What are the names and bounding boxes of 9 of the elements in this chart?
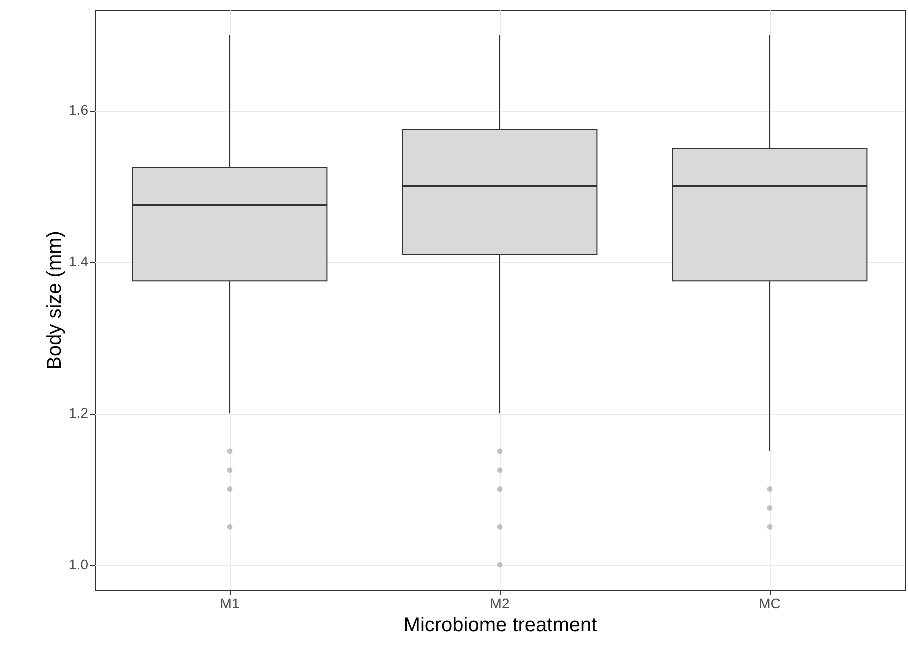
- y-axis-title: Body size (mm): [44, 231, 66, 370]
- y-tick-label: 1.0: [69, 556, 89, 573]
- x-tick-label: M1: [220, 596, 240, 612]
- y-tick-label: 1.2: [69, 405, 89, 422]
- y-tick-label: 1.6: [69, 102, 89, 118]
- x-tick-label: M2: [490, 596, 510, 612]
- x-tick-label: MC: [759, 596, 781, 612]
- x-axis-title: Microbiome treatment: [404, 614, 598, 636]
- y-tick-label: 1.4: [69, 254, 89, 270]
